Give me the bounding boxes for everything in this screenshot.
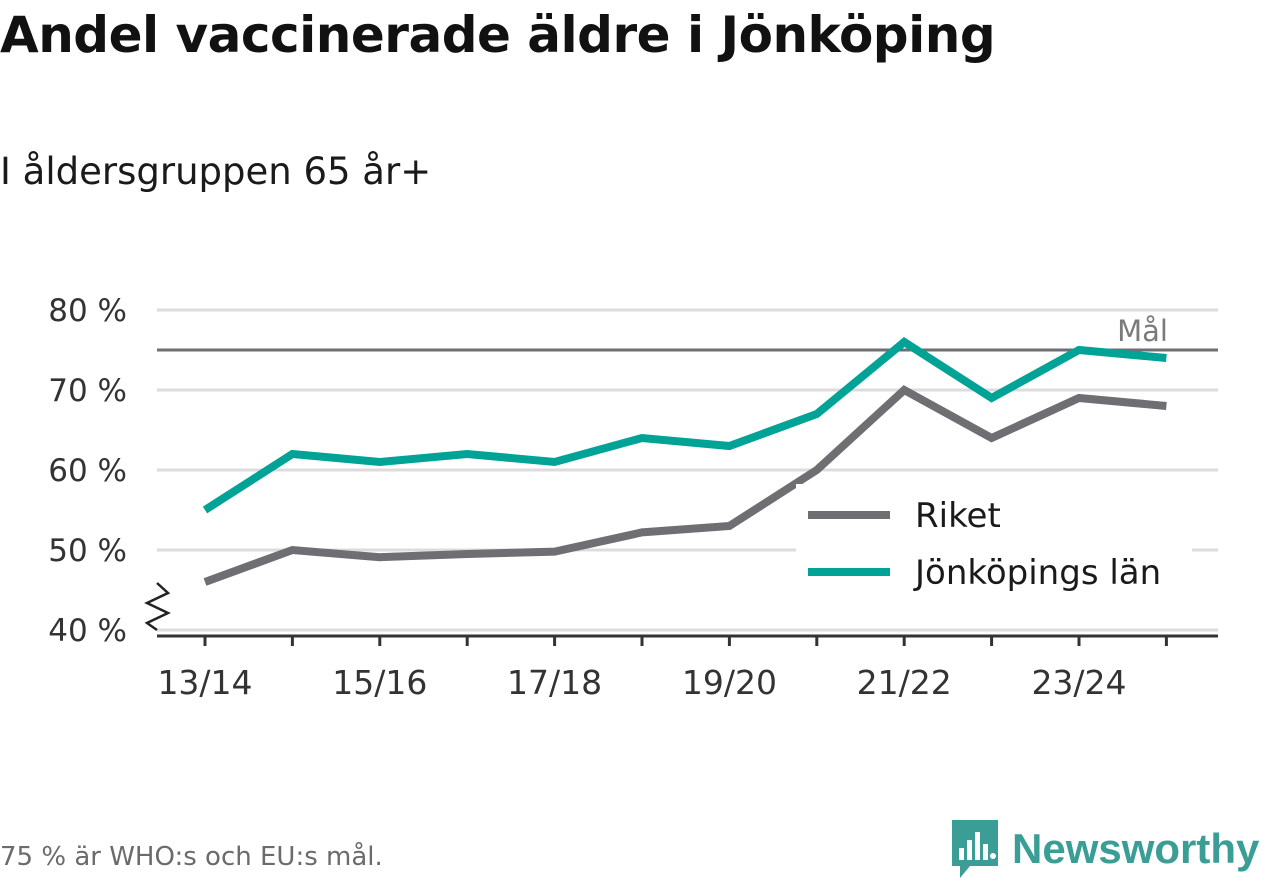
brand[interactable]: Newsworthy xyxy=(950,818,1259,880)
legend-label: Riket xyxy=(915,496,1001,536)
legend: Riket Jönköpings län xyxy=(796,484,1192,608)
y-tick-label: 50 % xyxy=(48,533,127,569)
legend-label: Jönköpings län xyxy=(913,553,1161,593)
x-tick-label: 23/24 xyxy=(1031,663,1126,702)
x-axis: 13/14 15/16 17/18 19/20 21/22 23/24 xyxy=(157,634,1218,702)
chart-subtitle: I åldersgruppen 65 år+ xyxy=(0,150,432,193)
axis-break-icon xyxy=(144,582,171,632)
x-tick-label: 17/18 xyxy=(507,663,602,702)
x-tick-label: 15/16 xyxy=(332,663,427,702)
y-axis: 40 % 50 % 60 % 70 % 80 % xyxy=(48,293,171,649)
footnote: 75 % är WHO:s och EU:s mål. xyxy=(0,842,383,872)
newsworthy-logo-icon xyxy=(952,820,998,878)
brand-name: Newsworthy xyxy=(1012,825,1260,872)
reference-line-group: Mål xyxy=(157,314,1218,352)
legend-background xyxy=(796,484,1192,608)
x-tick-label: 19/20 xyxy=(682,663,777,702)
series-line-jönköpings-län xyxy=(202,337,1167,514)
y-tick-label: 60 % xyxy=(48,453,127,489)
reference-line-label: Mål xyxy=(1117,314,1168,348)
chart-title: Andel vaccinerade äldre i Jönköping xyxy=(0,6,996,64)
x-tick-label: 21/22 xyxy=(857,663,952,702)
series-lines xyxy=(202,337,1167,586)
x-tick-label: 13/14 xyxy=(157,663,252,702)
y-tick-label: 40 % xyxy=(48,613,127,649)
y-tick-label: 80 % xyxy=(48,293,127,329)
series-line-riket xyxy=(203,385,1167,586)
y-tick-label: 70 % xyxy=(48,373,127,409)
